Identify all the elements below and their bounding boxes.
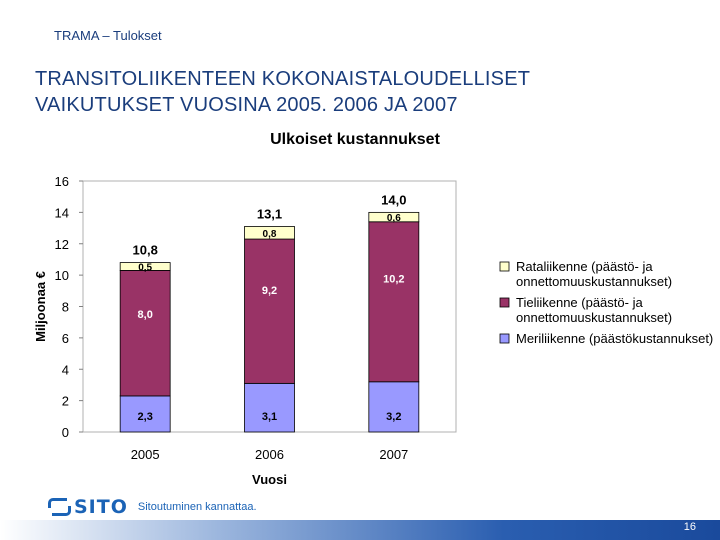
y-tick-label: 8 bbox=[62, 300, 69, 315]
sea-segment bbox=[119, 395, 171, 433]
legend-entry: Tieliikenne (päästö- ja onnettomuuskustan… bbox=[516, 295, 672, 325]
x-tick-label: 2007 bbox=[379, 447, 408, 462]
logo-tagline: Sitoutuminen kannattaa. bbox=[137, 501, 257, 513]
total-label: 14,0 bbox=[381, 192, 406, 207]
y-tick-label: 0 bbox=[62, 425, 69, 440]
sea-segment bbox=[244, 382, 295, 433]
rail-segment bbox=[244, 226, 295, 240]
y-tick-label: 12 bbox=[55, 237, 69, 252]
rail-segment bbox=[119, 262, 171, 271]
y-tick-label: 4 bbox=[62, 362, 69, 377]
data-label: 0,6 bbox=[387, 213, 401, 224]
legend-entry: Rataliikenne (päästö- ja onnettomuuskusta… bbox=[516, 259, 672, 289]
data-label: 3,2 bbox=[386, 411, 401, 423]
legend-swatch bbox=[499, 261, 510, 272]
data-label: 0,5 bbox=[138, 262, 152, 273]
data-label: 10,2 bbox=[383, 274, 404, 286]
rail-segment bbox=[368, 211, 420, 223]
road-segment bbox=[119, 270, 171, 397]
data-label: 8,0 bbox=[138, 309, 153, 321]
y-tick-label: 16 bbox=[55, 174, 69, 189]
header-label: TRAMA – Tulokset bbox=[54, 28, 162, 43]
stacked-bar-chart: Ulkoiset kustannukset 0 2 4 6 8 10 12 14 16 Miljoo… bbox=[33, 131, 713, 487]
chart-title: Ulkoiset kustannukset bbox=[270, 131, 441, 148]
legend-swatch bbox=[499, 297, 510, 308]
data-label: 9,2 bbox=[262, 285, 277, 297]
road-segment bbox=[244, 238, 295, 384]
x-tick-label: 2005 bbox=[131, 447, 160, 462]
footer-logo: SITO Sitoutuminen kannattaa. bbox=[48, 496, 257, 518]
total-label: 13,1 bbox=[257, 206, 282, 221]
data-label: 0,8 bbox=[263, 229, 277, 240]
footer-bar bbox=[0, 520, 720, 540]
sea-segment bbox=[368, 381, 420, 433]
legend-entry: Meriliikenne (päästökustannukset) bbox=[516, 331, 713, 346]
data-label: 3,1 bbox=[262, 411, 277, 423]
y-tick-label: 10 bbox=[55, 268, 69, 283]
slide-title-line-2: VAIKUTUKSET VUOSINA 2005. 2006 JA 2007 bbox=[35, 94, 458, 116]
total-label: 10,8 bbox=[133, 243, 158, 258]
page-number: 16 bbox=[683, 521, 696, 533]
slide-title-line-1: TRANSITOLIIKENTEEN KOKONAISTALOUDELLISET bbox=[35, 68, 531, 90]
logo-text: SITO bbox=[74, 496, 128, 518]
x-axis-label: Vuosi bbox=[252, 472, 287, 487]
slide-title: TRANSITOLIIKENTEEN KOKONAISTALOUDELLISET… bbox=[35, 66, 695, 118]
road-segment bbox=[368, 221, 420, 383]
legend-swatch bbox=[499, 333, 510, 344]
y-tick-label: 14 bbox=[55, 205, 69, 220]
y-tick-label: 2 bbox=[62, 394, 69, 409]
y-axis-label: Miljoonaa € bbox=[33, 271, 48, 342]
sito-logo-icon bbox=[48, 498, 71, 516]
data-label: 2,3 bbox=[138, 411, 153, 423]
y-tick-label: 6 bbox=[62, 331, 69, 346]
x-tick-label: 2006 bbox=[255, 447, 284, 462]
